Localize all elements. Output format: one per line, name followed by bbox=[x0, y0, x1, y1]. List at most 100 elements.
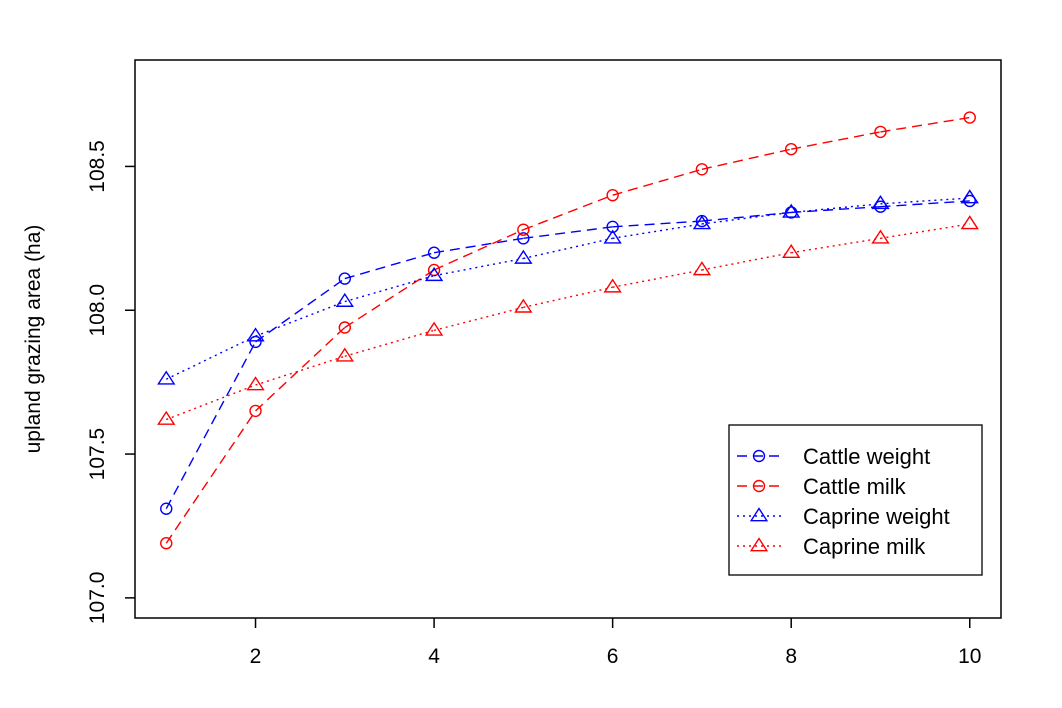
data-point bbox=[603, 278, 622, 293]
data-point bbox=[338, 272, 352, 285]
series-segment bbox=[612, 269, 703, 288]
data-point bbox=[963, 194, 976, 208]
x-tick-label: 10 bbox=[958, 645, 981, 668]
data-point bbox=[157, 410, 176, 425]
series-segment bbox=[165, 384, 256, 421]
data-point bbox=[157, 370, 176, 385]
series-segment bbox=[165, 341, 257, 510]
series-segment bbox=[344, 275, 435, 303]
legend-item: Caprine milk bbox=[737, 534, 926, 559]
series-segment bbox=[344, 269, 435, 329]
series-segment bbox=[523, 286, 613, 309]
series-segment bbox=[612, 223, 703, 240]
data-point bbox=[784, 142, 798, 156]
series-segment bbox=[880, 223, 970, 240]
legend-item: Caprine weight bbox=[737, 504, 950, 529]
y-tick-label: 107.5 bbox=[86, 428, 109, 481]
y-tick-label: 107.0 bbox=[86, 572, 109, 625]
data-point bbox=[335, 347, 354, 362]
legend-label: Caprine weight bbox=[803, 504, 950, 529]
data-point bbox=[246, 376, 265, 391]
series-segment bbox=[523, 226, 613, 240]
legend-marker bbox=[749, 507, 769, 522]
data-point bbox=[249, 335, 262, 349]
legend-marker bbox=[752, 449, 766, 463]
series-segment bbox=[612, 168, 703, 196]
series-segment bbox=[255, 355, 346, 386]
series-segment bbox=[701, 211, 792, 225]
data-point bbox=[782, 243, 801, 259]
data-point bbox=[427, 246, 441, 259]
data-point bbox=[424, 321, 444, 336]
series-segment bbox=[523, 194, 613, 231]
series-segment bbox=[701, 252, 792, 271]
data-point bbox=[338, 321, 352, 334]
data-point bbox=[514, 298, 533, 313]
series-segment bbox=[880, 116, 970, 133]
series-caprine-weight bbox=[157, 189, 979, 385]
series-segment bbox=[344, 329, 435, 357]
data-point bbox=[517, 223, 530, 236]
series-caprine-milk bbox=[157, 215, 979, 425]
series-segment bbox=[255, 300, 346, 337]
data-point bbox=[874, 125, 887, 139]
y-axis-title: upland grazing area (ha) bbox=[22, 225, 45, 454]
data-point bbox=[695, 163, 709, 176]
series-segment bbox=[791, 237, 881, 254]
series-segment bbox=[612, 220, 702, 228]
series-segment bbox=[165, 410, 257, 544]
legend-label: Cattle milk bbox=[803, 474, 907, 499]
series-segment bbox=[791, 131, 881, 150]
y-tick-label: 108.5 bbox=[86, 140, 109, 193]
data-point bbox=[603, 229, 622, 244]
series-segment bbox=[344, 252, 435, 280]
data-point bbox=[249, 404, 262, 418]
plot-area bbox=[157, 111, 979, 550]
data-point bbox=[782, 203, 801, 218]
data-point bbox=[514, 249, 533, 264]
series-segment bbox=[255, 326, 346, 412]
series-segment bbox=[880, 197, 970, 205]
x-tick-label: 2 bbox=[250, 645, 262, 668]
x-tick-label: 8 bbox=[785, 645, 797, 668]
series-segment bbox=[433, 306, 524, 332]
data-point bbox=[424, 266, 444, 282]
data-point bbox=[692, 261, 712, 276]
series-segment bbox=[433, 257, 524, 277]
legend-label: Cattle weight bbox=[803, 444, 930, 469]
data-point bbox=[335, 292, 354, 307]
y-tick-label: 108.0 bbox=[86, 284, 109, 337]
legend-label: Caprine milk bbox=[803, 534, 926, 559]
series-segment bbox=[791, 203, 881, 214]
data-point bbox=[963, 111, 976, 124]
x-tick-label: 4 bbox=[428, 645, 440, 668]
series-segment bbox=[880, 200, 970, 208]
data-point bbox=[874, 200, 887, 213]
data-point bbox=[160, 502, 173, 515]
axes: 2 4 6 8 10 107.0 107.5 108.0 108.5 bbox=[86, 59, 1002, 668]
plot-frame bbox=[134, 59, 1002, 619]
data-point bbox=[160, 537, 173, 550]
legend-marker bbox=[749, 537, 769, 552]
legend: Cattle weight Cattle milk Caprine weight Ca… bbox=[728, 424, 983, 576]
series-segment bbox=[701, 148, 792, 170]
legend-item: Cattle weight bbox=[737, 444, 930, 469]
legend-item: Cattle milk bbox=[737, 474, 907, 499]
data-point bbox=[871, 195, 890, 210]
series-segment bbox=[701, 211, 792, 222]
series-segment bbox=[165, 335, 256, 380]
data-point bbox=[871, 229, 890, 244]
x-tick-label: 6 bbox=[607, 645, 619, 668]
data-point bbox=[606, 220, 619, 234]
data-point bbox=[606, 188, 619, 202]
data-point bbox=[960, 189, 979, 204]
legend-box bbox=[728, 424, 983, 576]
series-segment bbox=[255, 278, 346, 343]
series-cattle-milk bbox=[160, 111, 976, 550]
legend-marker bbox=[752, 479, 766, 493]
data-point bbox=[692, 215, 712, 230]
data-point bbox=[960, 215, 979, 230]
data-point bbox=[517, 232, 530, 245]
series-segment bbox=[433, 229, 524, 271]
